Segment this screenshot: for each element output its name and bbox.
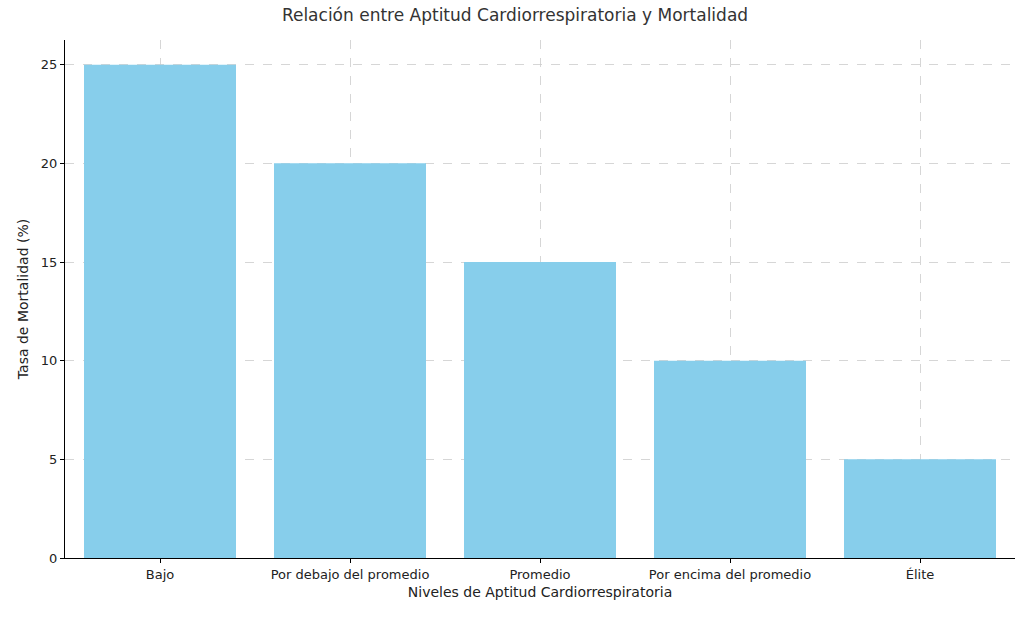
- svg-text:15: 15: [41, 255, 58, 270]
- svg-text:10: 10: [41, 353, 58, 368]
- svg-text:Relación entre Aptitud Cardior: Relación entre Aptitud Cardiorrespirator…: [282, 5, 748, 25]
- svg-text:Niveles de Aptitud Cardiorresp: Niveles de Aptitud Cardiorrespiratoria: [408, 584, 672, 600]
- svg-text:Por debajo del promedio: Por debajo del promedio: [271, 567, 430, 582]
- svg-text:5: 5: [49, 452, 57, 467]
- svg-text:Bajo: Bajo: [146, 567, 174, 582]
- svg-text:Tasa de Mortalidad (%): Tasa de Mortalidad (%): [15, 219, 31, 380]
- svg-text:Élite: Élite: [906, 567, 935, 582]
- svg-text:20: 20: [41, 156, 58, 171]
- svg-text:Por encima del promedio: Por encima del promedio: [649, 567, 811, 582]
- svg-text:0: 0: [49, 551, 57, 566]
- svg-text:Promedio: Promedio: [509, 567, 570, 582]
- svg-text:25: 25: [41, 57, 58, 72]
